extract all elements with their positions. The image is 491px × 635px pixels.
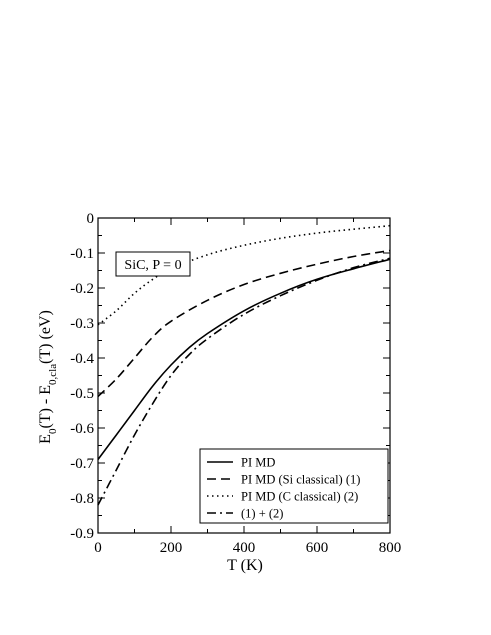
y-axis-label: E0(T) - E0,cla(T) (eV): [37, 310, 59, 444]
y-tick-label: -0.8: [70, 491, 94, 507]
y-tick-label: -0.3: [70, 316, 94, 332]
annotation-text: SiC, P = 0: [124, 258, 181, 273]
y-tick-label: -0.1: [70, 246, 94, 262]
series-line-4: [97, 257, 391, 506]
label-layer: T (K) E0(T) - E0,cla(T) (eV): [37, 310, 263, 574]
x-tick-label: 400: [233, 540, 256, 556]
legend-label-1: PI MD: [241, 456, 275, 470]
x-tick-label: 600: [306, 540, 329, 556]
legend-label-2: PI MD (Si classical) (1): [241, 473, 360, 487]
series-line-3: [97, 224, 391, 326]
series-line-1: [97, 258, 391, 460]
y-tick-label: -0.9: [70, 526, 94, 542]
legend-label-3: PI MD (C classical) (2): [241, 490, 358, 504]
y-tick-label: -0.6: [70, 421, 94, 437]
y-tick-label: -0.2: [70, 281, 94, 297]
y-tick-label: -0.7: [70, 456, 94, 472]
axis-layer: 0 200 400 600 800 0 -0.1 -0.2 -0.3 -0.4 -0.5 -0.6 -0…: [70, 211, 401, 556]
y-tick-label: -0.5: [70, 386, 94, 402]
annotation-box: [115, 251, 191, 277]
annotation-group: SiC, P = 0: [115, 251, 191, 277]
x-tick-label: 200: [160, 540, 183, 556]
y-tick-label: -0.4: [70, 351, 94, 367]
x-axis-label: T (K): [227, 557, 263, 574]
series-line-2: [97, 249, 391, 398]
x-tick-label: 0: [94, 540, 102, 556]
y-tick-label: 0: [87, 211, 95, 227]
x-tick-label: 800: [379, 540, 402, 556]
legend: PI MD PI MD (Si classical) (1) PI MD (C cl…: [199, 448, 389, 524]
legend-label-4: (1) + (2): [241, 507, 283, 521]
series-layer: [97, 224, 391, 506]
